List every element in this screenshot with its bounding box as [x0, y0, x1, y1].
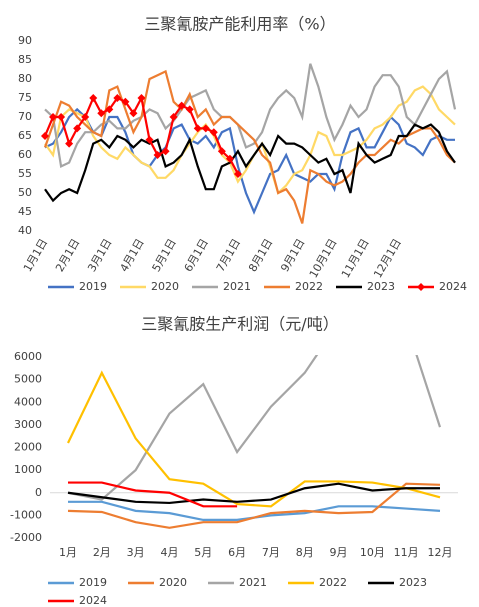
- x-tick-label: 1月1日: [21, 237, 50, 275]
- x-tick-label: 7月1日: [214, 236, 243, 274]
- point-marker: [129, 109, 138, 118]
- y-tick-label: 85: [18, 53, 32, 66]
- chart-title: 三聚氰胺产能利用率（%）: [144, 15, 335, 34]
- legend-label: 2023: [399, 576, 427, 589]
- y-tick-label: 75: [18, 91, 32, 104]
- x-tick-label: 1月: [59, 546, 77, 559]
- y-tick-label: 90: [18, 34, 32, 47]
- series-line: [44, 123, 456, 203]
- legend-label: 2024: [439, 280, 467, 293]
- x-tick-label: 2月: [93, 546, 111, 559]
- series-line: [44, 107, 455, 215]
- point-marker: [121, 97, 130, 106]
- x-tick-label: 9月1日: [278, 237, 307, 275]
- y-tick-label: 45: [18, 205, 32, 218]
- y-tick-label: 3000: [14, 418, 42, 431]
- point-marker: [137, 94, 146, 102]
- x-tick-label: 7月: [262, 546, 280, 559]
- legend-label: 2022: [295, 280, 323, 293]
- point-marker: [41, 132, 49, 140]
- x-tick-label: 12月1日: [371, 237, 404, 281]
- point-marker: [225, 154, 234, 163]
- point-marker: [113, 94, 122, 102]
- y-tick-label: 70: [18, 110, 32, 123]
- x-tick-label: 3月1日: [85, 237, 114, 275]
- legend-label: 2019: [79, 576, 107, 589]
- legend-label: 2024: [79, 594, 107, 607]
- legend-label: 2019: [79, 280, 107, 293]
- point-marker: [201, 124, 210, 133]
- point-marker: [57, 113, 66, 121]
- point-marker: [89, 94, 98, 102]
- x-tick-label: 6月: [228, 546, 246, 559]
- x-tick-label: 6月1日: [182, 237, 211, 275]
- series-line: [68, 481, 238, 508]
- legend-label: 2023: [367, 280, 395, 293]
- x-tick-label: 10月1日: [307, 237, 340, 281]
- point-marker: [65, 139, 74, 148]
- y-tick-label: 4000: [14, 395, 42, 408]
- plot-area: [41, 63, 457, 224]
- series-line: [43, 69, 456, 224]
- x-tick-label: 10月: [360, 546, 385, 559]
- y-tick-label: 60: [18, 148, 32, 161]
- series-line: [67, 482, 440, 505]
- point-marker: [193, 124, 202, 133]
- y-tick-label: 55: [18, 167, 32, 180]
- point-marker: [105, 105, 114, 114]
- x-tick-label: 11月: [394, 546, 419, 559]
- series-line: [67, 370, 441, 508]
- plot-area: [67, 355, 442, 529]
- point-marker: [97, 109, 106, 118]
- x-tick-label: 5月: [194, 546, 212, 559]
- y-tick-label: 1000: [14, 463, 42, 476]
- x-tick-label: 8月: [296, 546, 314, 559]
- y-tick-label: 0: [35, 486, 42, 499]
- point-marker: [49, 113, 58, 121]
- x-tick-label: 2月1日: [53, 237, 82, 275]
- x-tick-label: 3月: [127, 546, 145, 559]
- x-tick-label: 4月: [160, 546, 178, 559]
- legend-label: 2020: [159, 576, 187, 589]
- series-line: [67, 482, 441, 529]
- x-tick-label: 11月1日: [339, 237, 372, 281]
- y-tick-label: 65: [18, 129, 32, 142]
- chart-title: 三聚氰胺生产利润（元/吨）: [141, 315, 338, 334]
- legend-label: 2021: [239, 576, 267, 589]
- y-tick-label: -2000: [10, 531, 42, 544]
- x-tick-label: 9月: [330, 546, 348, 559]
- y-tick-label: -1000: [10, 508, 42, 521]
- y-tick-label: 80: [18, 72, 32, 85]
- series-line: [44, 63, 457, 169]
- x-tick-label: 8月1日: [246, 237, 275, 275]
- y-tick-label: 40: [18, 224, 32, 237]
- y-tick-label: 5000: [14, 373, 42, 386]
- point-marker: [153, 151, 162, 159]
- legend-label: 2022: [319, 576, 347, 589]
- point-marker: [185, 105, 194, 114]
- y-tick-label: 2000: [14, 441, 42, 454]
- point-marker: [177, 101, 186, 110]
- legend-label: 2020: [151, 280, 179, 293]
- legend-label: 2021: [223, 280, 251, 293]
- point-marker: [145, 135, 154, 144]
- x-tick-label: 12月: [428, 546, 453, 559]
- x-tick-label: 4月1日: [117, 237, 146, 275]
- x-tick-label: 5月1日: [150, 237, 179, 275]
- y-tick-label: 6000: [14, 350, 42, 363]
- y-tick-label: 50: [18, 186, 32, 199]
- point-marker: [73, 124, 82, 133]
- point-marker: [217, 147, 226, 156]
- point-marker: [233, 170, 242, 178]
- point-marker: [169, 113, 178, 121]
- legend-marker: [417, 283, 425, 291]
- point-marker: [81, 113, 90, 121]
- point-marker: [161, 147, 170, 156]
- series-line: [67, 355, 442, 501]
- point-marker: [209, 128, 218, 137]
